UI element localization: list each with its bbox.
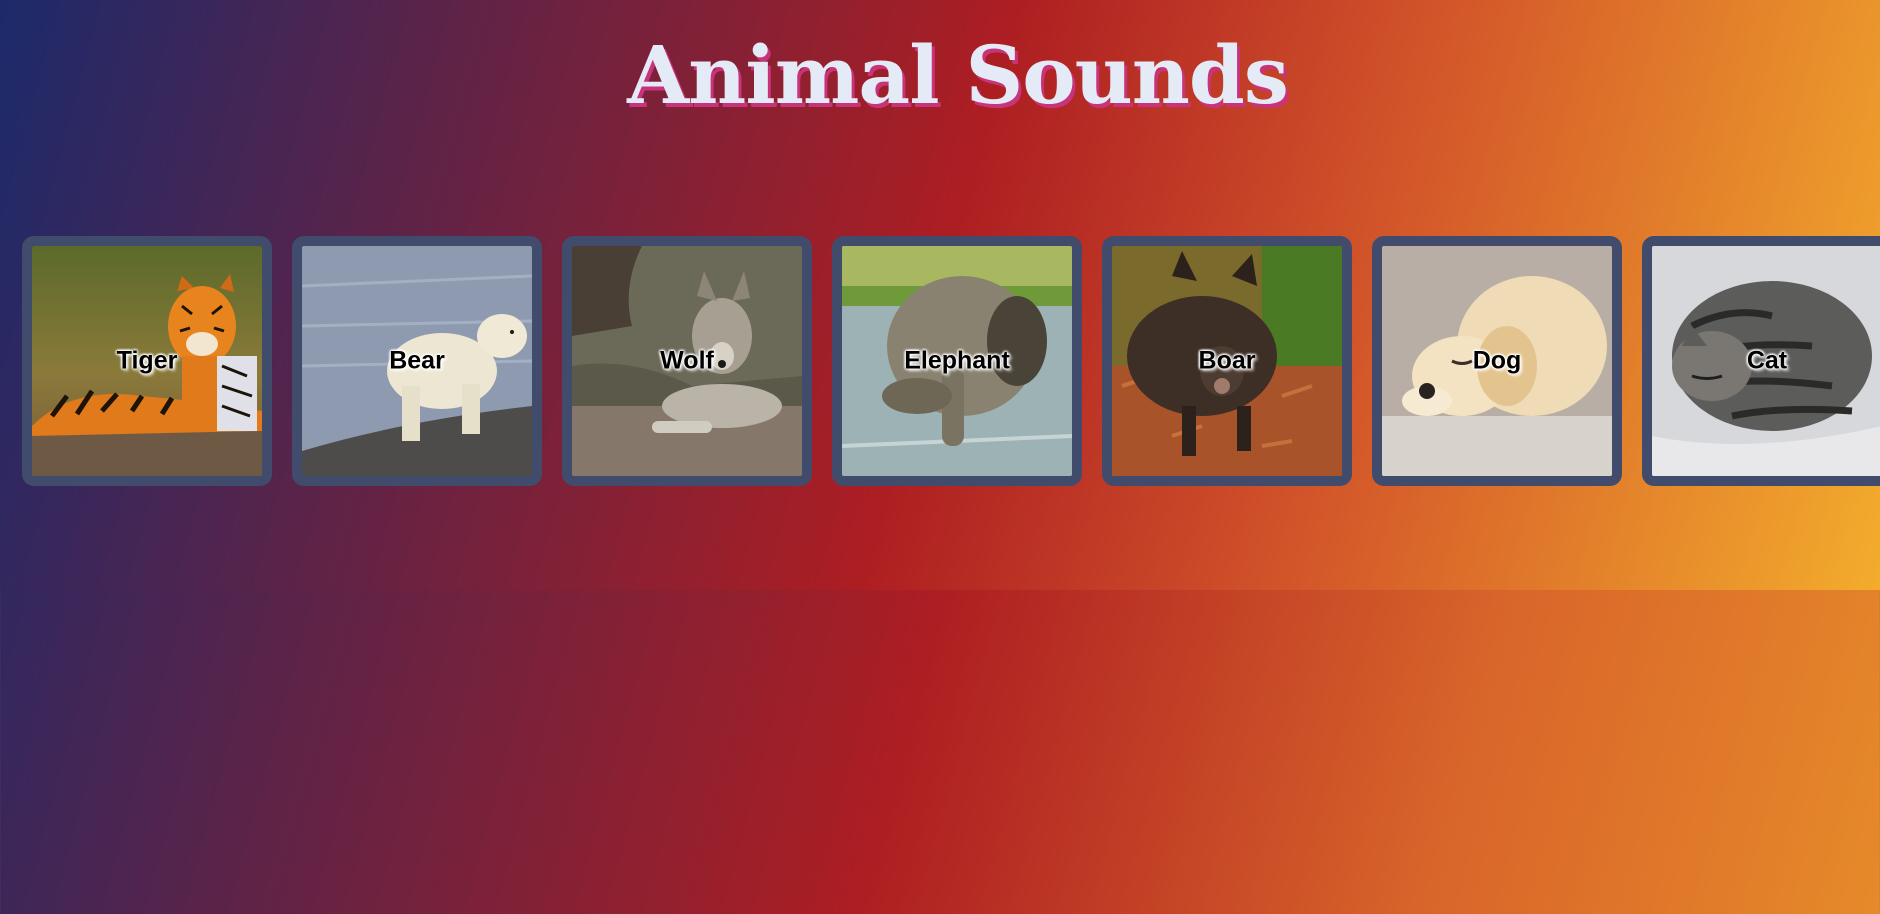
animal-card-elephant[interactable]: Elephant	[832, 236, 1082, 486]
wolf-image	[572, 246, 802, 476]
polar-bear-image	[302, 246, 532, 476]
elephant-image	[842, 246, 1072, 476]
animal-label: Boar	[1198, 346, 1256, 375]
animal-label: Elephant	[904, 346, 1010, 375]
animal-label: Bear	[389, 346, 445, 375]
tiger-image	[32, 246, 262, 476]
page-title: Animal Sounds	[627, 28, 1289, 122]
animal-label: Dog	[1472, 346, 1522, 375]
animal-card-wolf[interactable]: Wolf	[562, 236, 812, 486]
animal-card-cat[interactable]: Cat	[1642, 236, 1880, 486]
animal-card-boar[interactable]: Boar	[1102, 236, 1352, 486]
animal-label: Cat	[1746, 346, 1788, 375]
boar-image	[1112, 246, 1342, 476]
animal-label: Wolf	[660, 346, 714, 375]
puppy-image	[1382, 246, 1612, 476]
animal-label: Tiger	[116, 346, 178, 375]
animal-card-tiger[interactable]: Tiger	[22, 236, 272, 486]
animal-card-dog[interactable]: Dog	[1372, 236, 1622, 486]
cat-image	[1652, 246, 1880, 476]
animal-card-bear[interactable]: Bear	[292, 236, 542, 486]
